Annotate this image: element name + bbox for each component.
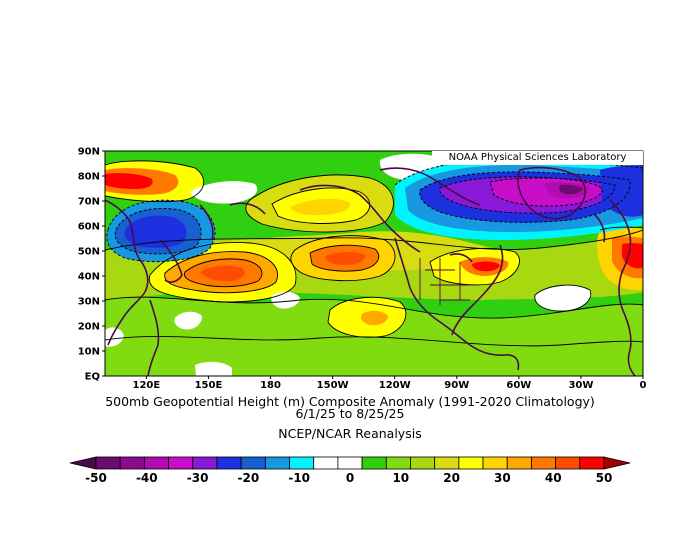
legend-swatch xyxy=(119,456,145,470)
lon-tick-label: 180 xyxy=(260,380,281,391)
legend-swatch xyxy=(264,456,290,470)
legend-swatch xyxy=(506,456,532,470)
lat-tick-label: 80N xyxy=(78,172,100,183)
legend-label: -30 xyxy=(187,471,209,485)
lat-tick-label: EQ xyxy=(85,372,100,383)
lat-tick-label: 60N xyxy=(78,222,100,233)
longitude-axis: 120E 150E 180 150W 120W 90W 60W 30W 0 xyxy=(133,376,647,391)
legend-swatch xyxy=(143,456,169,470)
legend-swatch xyxy=(216,456,242,470)
lon-tick-label: 120W xyxy=(379,380,411,391)
lat-tick-label: 20N xyxy=(78,322,100,333)
lat-tick-label: 30N xyxy=(78,297,100,308)
legend-swatch xyxy=(579,456,605,470)
legend-swatch xyxy=(410,456,436,470)
legend-label: -10 xyxy=(288,471,310,485)
legend-high-arrow xyxy=(603,456,631,470)
coastlines xyxy=(105,166,636,376)
lon-tick-label: 60W xyxy=(506,380,531,391)
legend-swatch xyxy=(361,456,387,470)
legend-label: 40 xyxy=(545,471,562,485)
legend-swatch xyxy=(531,456,557,470)
legend-swatch xyxy=(434,456,460,470)
legend-swatch xyxy=(240,456,266,470)
legend-swatch xyxy=(95,456,121,470)
color-legend: -50 -40 -30 -20 -10 0 10 20 30 40 50 xyxy=(69,456,631,485)
lat-tick-label: 40N xyxy=(78,272,100,283)
lon-tick-label: 0 xyxy=(640,380,647,391)
map-frame xyxy=(104,150,644,377)
latitude-axis: 90N 80N 70N 60N 50N 40N 30N 20N 10N EQ xyxy=(78,147,105,383)
lon-tick-label: 150E xyxy=(195,380,223,391)
legend-swatch xyxy=(337,456,363,470)
legend-swatch xyxy=(385,456,411,470)
legend-swatch xyxy=(168,456,194,470)
lat-tick-label: 50N xyxy=(78,247,100,258)
legend-label: 20 xyxy=(443,471,460,485)
legend-label: 30 xyxy=(494,471,511,485)
lon-tick-label: 120E xyxy=(133,380,161,391)
map-date-range: 6/1/25 to 8/25/25 xyxy=(295,406,405,421)
map-credit: NOAA Physical Sciences Laboratory xyxy=(432,151,643,165)
legend-label: -40 xyxy=(136,471,158,485)
anomaly-field xyxy=(105,151,643,376)
lat-tick-label: 90N xyxy=(78,147,100,158)
legend-label: 0 xyxy=(346,471,354,485)
lon-tick-label: 30W xyxy=(568,380,593,391)
legend-label: -50 xyxy=(85,471,107,485)
map-title: 500mb Geopotential Height (m) Composite … xyxy=(105,394,595,409)
legend-label: 10 xyxy=(392,471,409,485)
map-source: NCEP/NCAR Reanalysis xyxy=(278,426,422,441)
legend-swatch xyxy=(313,456,339,470)
lon-tick-label: 150W xyxy=(317,380,349,391)
lat-tick-label: 10N xyxy=(78,347,100,358)
lat-tick-label: 70N xyxy=(78,197,100,208)
legend-label: 50 xyxy=(596,471,613,485)
legend-swatch xyxy=(458,456,484,470)
legend-label: -20 xyxy=(238,471,260,485)
legend-swatch xyxy=(192,456,218,470)
legend-low-arrow xyxy=(69,456,97,470)
legend-swatch xyxy=(289,456,315,470)
lon-tick-label: 90W xyxy=(444,380,469,391)
contour-lines xyxy=(105,160,643,347)
legend-swatch xyxy=(482,456,508,470)
legend-swatch xyxy=(555,456,581,470)
